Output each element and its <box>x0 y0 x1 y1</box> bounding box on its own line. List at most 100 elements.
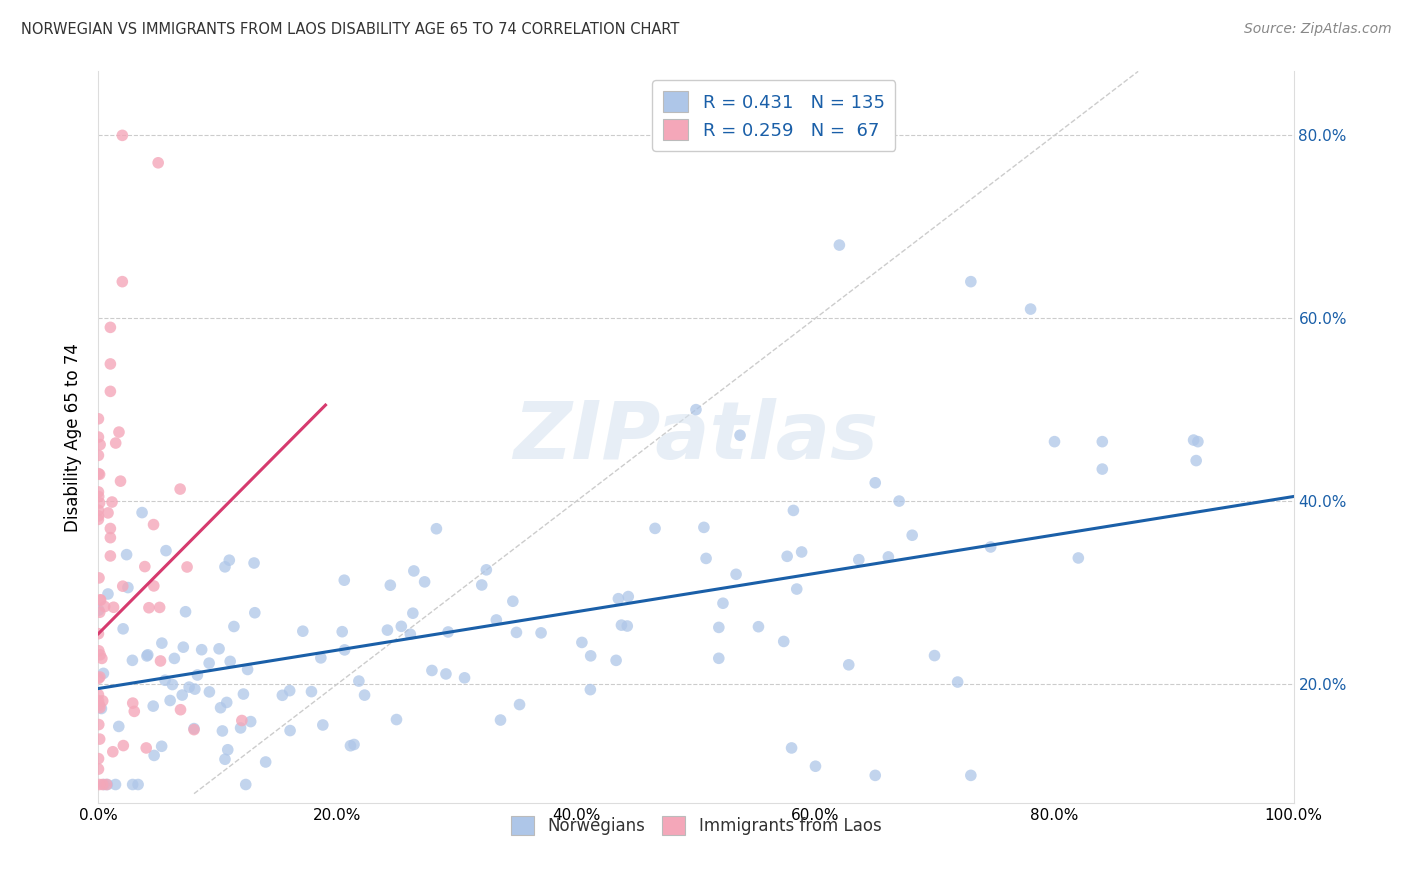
Point <box>389 619 412 633</box>
Point <box>89 437 111 451</box>
Point <box>87 430 110 444</box>
Point <box>101 745 124 759</box>
Point <box>111 275 134 289</box>
Point <box>172 688 194 702</box>
Text: Source: ZipAtlas.com: Source: ZipAtlas.com <box>1244 22 1392 37</box>
Point <box>111 579 134 593</box>
Point <box>1067 551 1090 566</box>
Point <box>183 722 205 736</box>
Point <box>134 559 156 574</box>
Point <box>89 605 111 619</box>
Point <box>91 778 114 792</box>
Point <box>103 600 125 615</box>
Point <box>87 448 110 462</box>
Point <box>208 641 231 656</box>
Point <box>89 698 111 712</box>
Point <box>98 320 122 334</box>
Point <box>111 128 134 143</box>
Point <box>790 545 813 559</box>
Point <box>339 739 361 753</box>
Point <box>149 600 172 615</box>
Point <box>91 694 114 708</box>
Point <box>333 573 356 587</box>
Point <box>343 738 366 752</box>
Point <box>198 685 221 699</box>
Point <box>97 506 120 520</box>
Point <box>243 606 266 620</box>
Point <box>301 684 323 698</box>
Point <box>471 578 494 592</box>
Point <box>89 467 111 482</box>
Point <box>87 467 110 481</box>
Point <box>243 556 266 570</box>
Point <box>291 624 314 639</box>
Point <box>150 636 173 650</box>
Point <box>87 508 110 523</box>
Point <box>96 778 118 792</box>
Point <box>505 625 527 640</box>
Point <box>232 687 254 701</box>
Point <box>87 751 110 765</box>
Point <box>254 755 277 769</box>
Point <box>149 654 172 668</box>
Point <box>219 654 242 668</box>
Text: NORWEGIAN VS IMMIGRANTS FROM LAOS DISABILITY AGE 65 TO 74 CORRELATION CHART: NORWEGIAN VS IMMIGRANTS FROM LAOS DISABI… <box>21 22 679 37</box>
Point <box>90 651 112 665</box>
Point <box>278 683 301 698</box>
Point <box>110 474 132 488</box>
Point <box>89 496 111 510</box>
Point <box>377 623 399 637</box>
Point <box>695 551 717 566</box>
Point <box>235 778 257 792</box>
Point <box>159 693 181 707</box>
Point <box>135 648 157 663</box>
Point <box>104 778 127 792</box>
Point <box>184 682 207 697</box>
Point <box>685 402 707 417</box>
Point <box>172 640 194 655</box>
Point <box>728 428 751 442</box>
Point <box>385 713 408 727</box>
Point <box>693 520 716 534</box>
Point <box>124 705 146 719</box>
Point <box>112 622 135 636</box>
Point <box>214 752 236 766</box>
Point <box>607 591 630 606</box>
Point <box>889 494 911 508</box>
Point <box>155 543 177 558</box>
Point <box>239 714 262 729</box>
Point <box>89 732 111 747</box>
Point <box>924 648 946 663</box>
Point <box>89 778 111 792</box>
Point <box>174 605 197 619</box>
Point <box>98 384 122 399</box>
Point <box>231 714 253 728</box>
Point <box>980 540 1002 554</box>
Point <box>434 667 457 681</box>
Point <box>96 778 118 792</box>
Point <box>131 506 153 520</box>
Point <box>87 412 110 426</box>
Point <box>121 653 143 667</box>
Point <box>838 657 860 672</box>
Point <box>725 567 748 582</box>
Point <box>87 512 110 526</box>
Point <box>87 762 110 776</box>
Point <box>89 592 111 607</box>
Point <box>135 740 157 755</box>
Point <box>136 648 159 662</box>
Point <box>93 599 115 614</box>
Point <box>877 549 900 564</box>
Point <box>93 778 115 792</box>
Point <box>475 563 498 577</box>
Point <box>87 626 110 640</box>
Point <box>776 549 799 564</box>
Point <box>87 644 110 658</box>
Point <box>163 651 186 665</box>
Point <box>579 648 602 663</box>
Point <box>402 564 425 578</box>
Point <box>780 740 803 755</box>
Point <box>617 590 640 604</box>
Point <box>901 528 924 542</box>
Point <box>98 531 122 545</box>
